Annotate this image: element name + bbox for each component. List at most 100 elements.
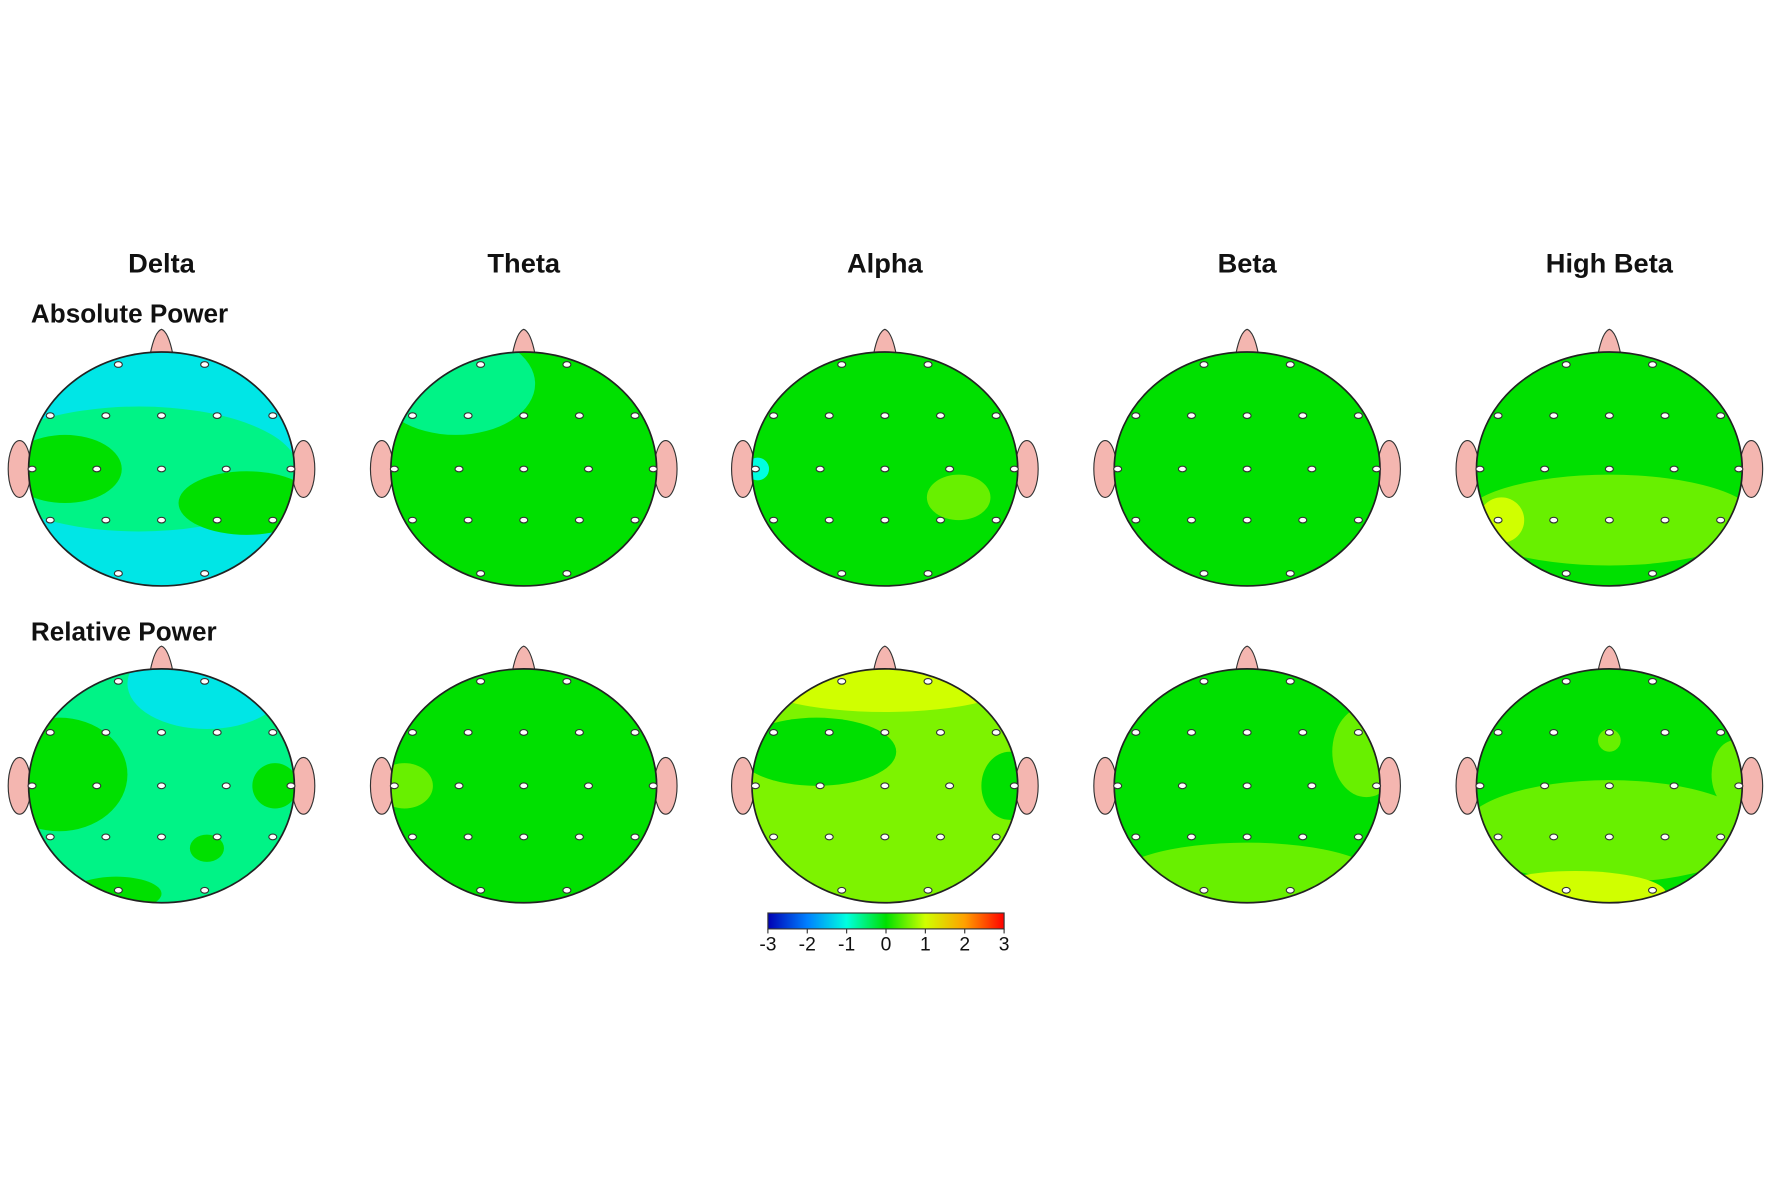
electrode (880, 782, 890, 790)
colorbar-tick-label: 0 (881, 934, 892, 955)
nose (149, 645, 174, 672)
topomap (369, 645, 678, 904)
electrode (562, 677, 572, 685)
electrode (156, 465, 167, 473)
electrode (1660, 729, 1670, 736)
electrode (1242, 782, 1252, 790)
electrode (991, 516, 1001, 524)
electrode (1186, 412, 1197, 420)
electrode (1298, 833, 1308, 841)
electrode (212, 833, 222, 841)
electrode (519, 833, 529, 841)
electrode (1298, 516, 1308, 524)
electrode (648, 782, 658, 790)
topomap (7, 645, 316, 904)
electrode (583, 782, 594, 790)
electrode (45, 412, 55, 420)
electrode (45, 729, 55, 736)
map-patch (1476, 780, 1743, 883)
electrode (212, 516, 222, 524)
electrode (156, 729, 167, 736)
electrode (1604, 516, 1614, 524)
electrode (1716, 516, 1726, 524)
electrode (1131, 516, 1141, 524)
electrode (463, 412, 473, 420)
electrode (574, 516, 584, 524)
electrode (519, 782, 529, 790)
electrode (286, 782, 296, 790)
electrode (1549, 729, 1559, 736)
electrode (991, 833, 1001, 841)
electrode (1475, 782, 1485, 790)
electrode (923, 361, 933, 368)
colorbar-tick-label: 2 (959, 934, 970, 955)
electrode (935, 516, 946, 524)
electrode (1372, 782, 1382, 790)
nose (511, 328, 536, 355)
electrode (630, 516, 640, 524)
electrode (1242, 516, 1252, 524)
electrode (1353, 412, 1363, 420)
electrode (1307, 465, 1317, 473)
colorbar-tick-label: -3 (759, 934, 776, 955)
map-fill (752, 668, 1018, 903)
electrode (1604, 833, 1614, 841)
electrode (769, 833, 779, 841)
electrode (1285, 886, 1295, 894)
electrode (389, 465, 399, 473)
electrode (27, 782, 37, 790)
map-patch (1598, 729, 1621, 752)
electrode (837, 361, 847, 368)
electrode (1561, 677, 1571, 685)
electrode (1242, 412, 1252, 420)
electrode (200, 886, 210, 894)
nose (149, 328, 174, 355)
electrode (407, 833, 418, 841)
electrode (837, 677, 847, 685)
topomap (1455, 645, 1764, 904)
electrode (519, 412, 529, 420)
electrode (1186, 833, 1197, 841)
electrode (1113, 465, 1123, 473)
electrode (1186, 516, 1197, 524)
electrode (519, 465, 529, 473)
electrode (212, 729, 222, 736)
band-title: Theta (487, 248, 561, 279)
electrode (1177, 465, 1187, 473)
electrode (221, 465, 231, 473)
electrode (1647, 361, 1658, 368)
electrode (101, 833, 111, 841)
electrode (815, 465, 825, 473)
colorbar-tick-label: 3 (999, 934, 1010, 955)
colorbar-tick-label: -1 (838, 934, 855, 955)
topomap (1093, 328, 1401, 587)
nose (872, 328, 897, 355)
electrode (750, 782, 760, 790)
electrode (1131, 729, 1141, 736)
electrode (45, 516, 55, 524)
electrode (648, 465, 658, 473)
map-patch (752, 668, 1018, 713)
electrode (476, 677, 486, 685)
electrode (200, 677, 210, 685)
map-patch (1484, 870, 1667, 903)
electrode (101, 516, 111, 524)
electrode (1199, 361, 1209, 368)
electrode (880, 833, 890, 841)
electrode (1242, 833, 1252, 841)
nose (1235, 328, 1260, 355)
electrode (1493, 516, 1503, 524)
colorbar-tick-label: -2 (799, 934, 816, 955)
colorbar (767, 912, 1005, 930)
electrode (1186, 729, 1197, 736)
electrode (1242, 729, 1252, 736)
electrode (463, 729, 473, 736)
electrode (935, 729, 946, 736)
electrode (268, 412, 278, 420)
electrode (1285, 677, 1295, 685)
electrode (630, 729, 640, 736)
electrode (1540, 782, 1550, 790)
electrode (1540, 465, 1550, 473)
electrode (454, 465, 464, 473)
